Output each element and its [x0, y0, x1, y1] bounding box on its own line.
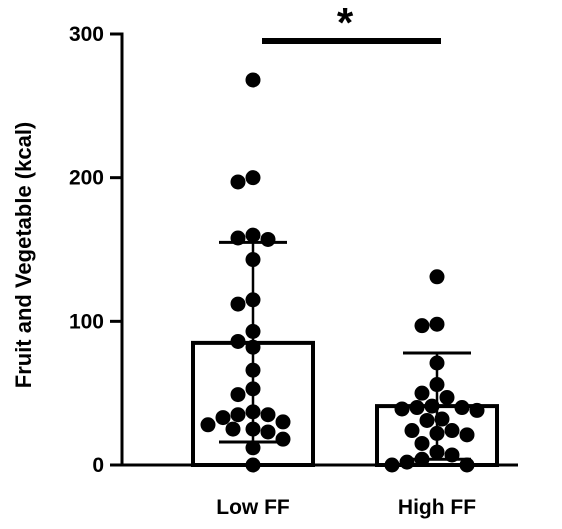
- data-point: [414, 435, 430, 451]
- data-point: [260, 407, 276, 423]
- data-point: [260, 231, 276, 247]
- data-point: [245, 170, 261, 186]
- y-tick-label: 300: [69, 23, 104, 46]
- y-tick-label: 0: [92, 454, 104, 477]
- data-point: [245, 421, 261, 437]
- data-point: [434, 411, 450, 427]
- data-point: [245, 72, 261, 88]
- data-point: [260, 424, 276, 440]
- data-point: [404, 423, 420, 439]
- data-point: [429, 269, 445, 285]
- data-point: [454, 400, 470, 416]
- data-point: [399, 454, 415, 470]
- data-point: [275, 414, 291, 430]
- data-point: [245, 362, 261, 378]
- data-point: [444, 447, 460, 463]
- data-point: [230, 296, 246, 312]
- data-point: [394, 401, 410, 417]
- data-point: [429, 377, 445, 393]
- data-point: [414, 318, 430, 334]
- data-point: [245, 404, 261, 420]
- data-point: [439, 389, 455, 405]
- y-tick-label: 100: [69, 310, 104, 333]
- data-point: [429, 316, 445, 332]
- data-point: [429, 355, 445, 371]
- labels: Low FF High FF Fruit and Vegetable (kcal) *: [11, 0, 476, 519]
- data-point: [444, 423, 460, 439]
- data-point: [230, 174, 246, 190]
- data-point: [215, 410, 231, 426]
- data-point: [225, 421, 241, 437]
- data-point: [230, 230, 246, 246]
- data-point: [245, 381, 261, 397]
- x-tick-label: Low FF: [216, 496, 290, 519]
- bars: [191, 340, 499, 468]
- data-point: [429, 425, 445, 441]
- data-point: [459, 427, 475, 443]
- significance-label: *: [337, 0, 354, 46]
- data-point: [459, 457, 475, 473]
- data-point: [414, 451, 430, 467]
- data-point: [245, 457, 261, 473]
- data-point: [230, 407, 246, 423]
- y-tick-label: 200: [69, 167, 104, 190]
- x-tick-label: High FF: [398, 496, 476, 519]
- axes: 0 100 200 300: [69, 23, 518, 477]
- data-point: [245, 440, 261, 456]
- data-point: [245, 227, 261, 243]
- data-point: [419, 412, 435, 428]
- data-point: [469, 402, 485, 418]
- data-point: [245, 292, 261, 308]
- data-point: [230, 333, 246, 349]
- y-axis-title: Fruit and Vegetable (kcal): [11, 122, 36, 389]
- data-point: [245, 339, 261, 355]
- data-point: [230, 387, 246, 403]
- data-point: [275, 431, 291, 447]
- data-point: [200, 417, 216, 433]
- data-point: [414, 385, 430, 401]
- data-points: [200, 72, 485, 473]
- data-point: [429, 444, 445, 460]
- data-point: [384, 457, 400, 473]
- data-point: [245, 252, 261, 268]
- data-point: [409, 400, 425, 416]
- data-point: [424, 398, 440, 414]
- data-point: [245, 323, 261, 339]
